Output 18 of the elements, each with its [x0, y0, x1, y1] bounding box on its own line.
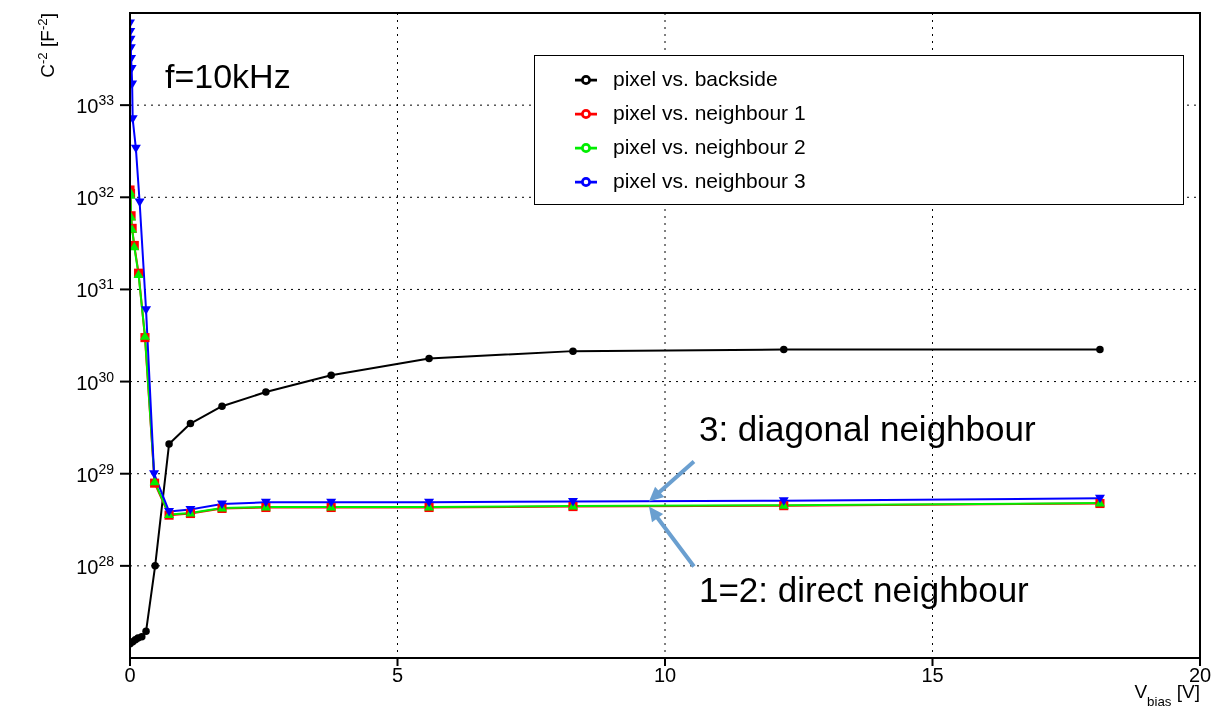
y-tick-label: 10$^{31}$	[76, 276, 115, 302]
legend-label: pixel vs. backside	[613, 67, 778, 90]
legend-label: pixel vs. neighbour 1	[613, 101, 806, 124]
annotation: 3: diagonal neighbour	[698, 409, 1036, 449]
annotation: f=10kHz	[165, 57, 291, 95]
y-tick-label: 10$^{32}$	[76, 184, 115, 210]
legend-label: pixel vs. neighbour 2	[613, 135, 806, 158]
x-tick-label: 0	[124, 664, 136, 687]
y-tick-label: 10$^{33}$	[76, 92, 115, 118]
x-tick-label: 15	[921, 664, 944, 687]
y-tick-label: 10$^{29}$	[76, 460, 115, 486]
x-tick-label: 10	[653, 664, 677, 687]
x-tick-label: 5	[391, 664, 404, 687]
y-tick-label: 10$^{28}$	[76, 552, 115, 578]
y-tick-label: 10$^{30}$	[76, 368, 115, 394]
x-axis-title: V$_{bias}$ [V]	[1134, 681, 1200, 709]
annotation: 1=2: direct neighbour	[698, 569, 1030, 609]
legend-label: pixel vs. neighbour 3	[613, 169, 806, 192]
